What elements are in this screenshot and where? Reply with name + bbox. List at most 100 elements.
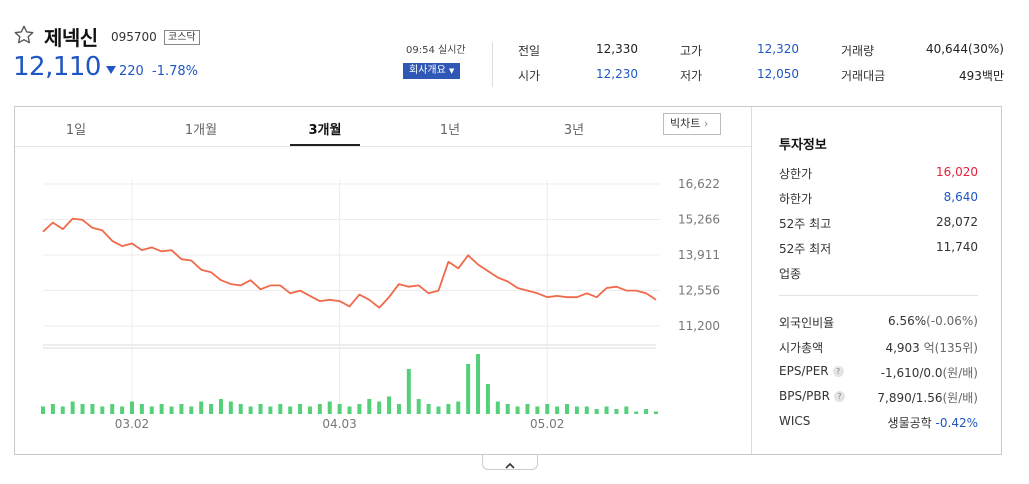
volume-bar [357,404,362,414]
high-label: 고가 [680,44,703,58]
price-line [42,217,657,309]
volume-bar [120,406,125,414]
volume-bar [634,411,639,414]
y-tick-label: 16,622 [678,177,720,191]
low-label: 저가 [680,69,703,83]
volume-bar [594,409,599,414]
volume-bar [268,406,273,414]
volume-bar [644,409,649,414]
volume-bar [426,404,431,414]
market-cap-row: 시가총액 4,903 억(135위) [779,341,978,355]
volume-bar [476,354,481,414]
upper-limit-row: 상한가 16,020 [779,165,978,181]
volume-bar [624,406,629,414]
help-icon[interactable]: ? [832,366,844,377]
company-info-button[interactable]: 회사개요 ▼ [403,63,461,79]
caret-down-icon: ▼ [449,67,455,75]
lower-limit-row: 하한가 8,640 [779,190,978,206]
volume-bar [129,401,134,414]
chart-panel [14,106,1002,455]
volume-bar [50,404,55,414]
volume-bar [446,404,451,414]
volume-bar [505,404,510,414]
volume-bar [60,406,65,414]
volume-bar [228,401,233,414]
volume-bar [159,404,164,414]
volume-bar [90,404,95,414]
y-tick-label: 12,556 [678,283,720,297]
volume-bar [406,369,411,414]
volume-bar [41,406,45,414]
y-tick-label: 13,911 [678,248,720,262]
header-divider [492,42,493,87]
wics-sector-link[interactable]: 생물공학 [887,416,932,430]
volume-bar [298,404,303,414]
volume-bar [367,399,372,414]
volume-bar [110,404,115,414]
sector-row: 업종 [779,267,802,281]
prev-close-label: 전일 [518,44,541,58]
volume-bar [396,404,401,414]
volume-bar [317,404,322,414]
volume-bar [347,406,352,414]
tab-3years[interactable]: 3년 [563,123,585,138]
side-divider [751,107,752,454]
volume-bar [555,406,560,414]
period-tabs: 1일 1개월 3개월 1년 3년 [15,107,751,147]
low52-row: 52주 최저 11,740 [779,240,978,256]
volume-bar [288,406,293,414]
price-change: 220 [106,64,144,79]
volume-bar [307,406,312,414]
high52-row: 52주 최고 28,072 [779,215,978,231]
volume-bar [80,404,85,414]
investment-info-title: 투자정보 [779,138,827,153]
volume-bar [584,406,589,414]
x-tick-label: 05.02 [530,417,564,431]
tab-1day[interactable]: 1일 [65,123,87,138]
volume-bar [169,406,174,414]
volume-bar [535,406,540,414]
open-label: 시가 [518,69,541,83]
volume-bar [387,396,392,414]
volume-label: 거래량 [841,44,875,58]
market-badge: 코스닥 [164,30,200,45]
volume-bar [139,404,144,414]
high-value: 12,320 [757,42,799,56]
volume-bar [70,401,75,414]
price-chart[interactable]: 16,622 15,266 13,911 12,556 11,200 03.02 04.03… [30,150,730,440]
collapse-button[interactable] [482,455,538,470]
prev-close-value: 12,330 [596,42,638,56]
volume-bar [416,399,421,414]
volume-bar [574,406,579,414]
y-tick-label: 15,266 [678,213,720,227]
x-tick-label: 03.02 [115,417,149,431]
tab-1month[interactable]: 1개월 [184,123,218,138]
volume-bar [614,409,619,414]
volume-bar [258,404,263,414]
help-icon[interactable]: ? [833,391,845,402]
volume-bar [238,404,243,414]
volume-bar [189,406,194,414]
tab-3months[interactable]: 3개월 [308,123,342,138]
stock-code: 095700 [111,30,157,44]
volume-bar [327,401,332,414]
x-tick-label: 04.03 [322,417,356,431]
tab-1year[interactable]: 1년 [439,123,461,138]
volume-bar [199,401,204,414]
big-chart-button[interactable]: 빅차트 › [663,113,721,135]
volume-bar [278,404,283,414]
side-separator [779,295,978,296]
volume-bar [525,404,530,414]
volume-bar [456,401,461,414]
wics-row: WICS 생물공학 -0.42% [779,414,978,430]
tabs-divider [15,146,751,147]
volume-bar [179,404,184,414]
volume-bar [100,406,105,414]
favorite-star-icon[interactable] [13,24,35,46]
volume-bar [545,404,550,414]
down-arrow-icon [106,66,116,74]
volume-bar [604,406,609,414]
volume-bar [337,404,342,414]
current-price: 12,110 [13,52,101,82]
realtime-timestamp: 09:54 실시간 [406,45,466,56]
